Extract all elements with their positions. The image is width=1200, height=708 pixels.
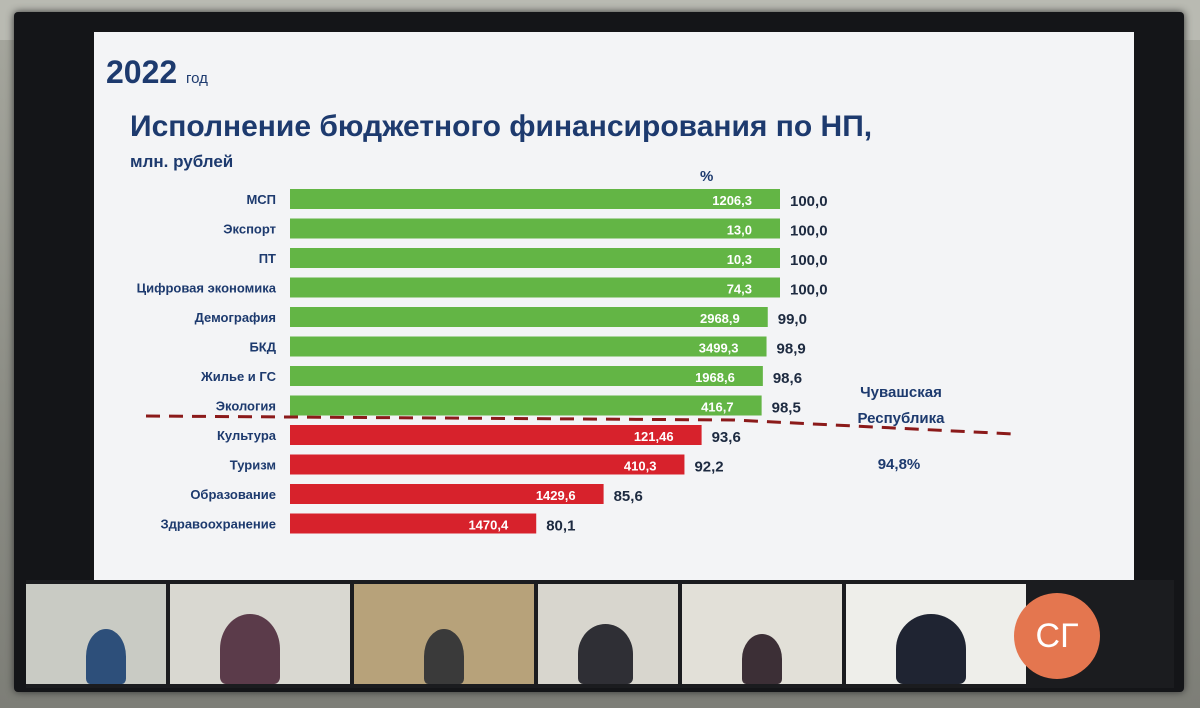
category-label: Жилье и ГС xyxy=(200,369,277,384)
bar xyxy=(290,218,780,239)
video-tile[interactable] xyxy=(26,584,166,684)
percent-label: 100,0 xyxy=(790,282,828,299)
bar-value-label: 3499,3 xyxy=(699,341,739,356)
participant-figure xyxy=(424,629,464,684)
participant-figure xyxy=(578,624,633,684)
bar-value-label: 10,3 xyxy=(727,252,752,267)
bar xyxy=(290,513,537,534)
bar-value-label: 1429,6 xyxy=(536,488,576,503)
video-tile[interactable] xyxy=(354,584,534,684)
percent-label: 92,2 xyxy=(694,459,723,476)
threshold-label-line-2: Республика xyxy=(857,410,945,427)
bar xyxy=(290,366,763,386)
percent-label: 99,0 xyxy=(778,311,807,328)
percent-label: 98,5 xyxy=(772,400,801,417)
category-label: БКД xyxy=(249,340,276,355)
display-screen: 2022 год Исполнение бюджетного финансиро… xyxy=(14,12,1184,692)
bar-value-label: 2968,9 xyxy=(700,311,740,326)
category-label: Экспорт xyxy=(223,222,276,237)
participant-figure xyxy=(86,629,126,684)
slide-title: Исполнение бюджетного финансирования по … xyxy=(130,110,873,143)
category-label: Образование xyxy=(190,487,276,502)
participant-figure xyxy=(896,614,966,684)
bar xyxy=(290,307,768,327)
slide-year: 2022 xyxy=(106,54,178,90)
percent-header: % xyxy=(700,168,713,185)
percent-label: 98,9 xyxy=(777,341,806,358)
bar xyxy=(290,189,780,209)
participant-figure xyxy=(220,614,280,684)
bar-value-label: 1470,4 xyxy=(468,518,509,533)
video-tile[interactable] xyxy=(682,584,842,684)
percent-label: 100,0 xyxy=(790,223,828,240)
percent-label: 98,6 xyxy=(773,370,802,387)
video-participants-strip xyxy=(26,580,1174,688)
bar xyxy=(290,336,767,357)
percent-label: 93,6 xyxy=(712,429,741,446)
video-tile[interactable] xyxy=(846,584,1026,684)
participant-avatar[interactable]: СГ xyxy=(1014,593,1100,679)
threshold-label-line-1: Чувашская xyxy=(860,384,942,401)
bar xyxy=(290,484,604,504)
percent-label: 80,1 xyxy=(546,518,575,535)
bar-value-label: 416,7 xyxy=(701,400,734,415)
category-label: Культура xyxy=(217,428,277,443)
category-label: ПТ xyxy=(259,251,276,266)
bar xyxy=(290,425,702,445)
threshold-line xyxy=(145,414,1015,436)
percent-label: 100,0 xyxy=(790,252,828,269)
category-label: Экология xyxy=(216,399,276,414)
category-label: Цифровая экономика xyxy=(137,281,277,296)
video-tile[interactable] xyxy=(538,584,678,684)
threshold-value-label: 94,8% xyxy=(877,456,921,473)
bar xyxy=(290,277,780,298)
bar-value-label: 74,3 xyxy=(727,282,752,297)
bar xyxy=(290,248,780,268)
bar-value-label: 410,3 xyxy=(624,459,657,474)
slide-subtitle: млн. рублей xyxy=(130,152,234,171)
bar xyxy=(290,395,762,416)
bar-value-label: 121,46 xyxy=(634,429,674,444)
percent-label: 100,0 xyxy=(790,193,828,210)
presentation-slide: 2022 год Исполнение бюджетного финансиро… xyxy=(94,32,1134,597)
category-label: Демография xyxy=(195,310,276,325)
category-label: Туризм xyxy=(230,458,276,473)
budget-bar-chart: % МСП 1206,3 100,0 Экспорт 13,0 100,0 ПТ 10,3 100… xyxy=(137,168,1015,535)
bar-value-label: 1206,3 xyxy=(712,193,752,208)
participant-figure xyxy=(742,634,782,684)
video-tile[interactable] xyxy=(170,584,350,684)
category-label: Здравоохранение xyxy=(160,517,276,532)
bar-value-label: 13,0 xyxy=(727,223,752,238)
percent-label: 85,6 xyxy=(614,488,643,505)
bar-value-label: 1968,6 xyxy=(695,370,735,385)
bar xyxy=(290,454,685,475)
category-label: МСП xyxy=(246,192,276,207)
slide-year-unit: год xyxy=(186,70,208,87)
